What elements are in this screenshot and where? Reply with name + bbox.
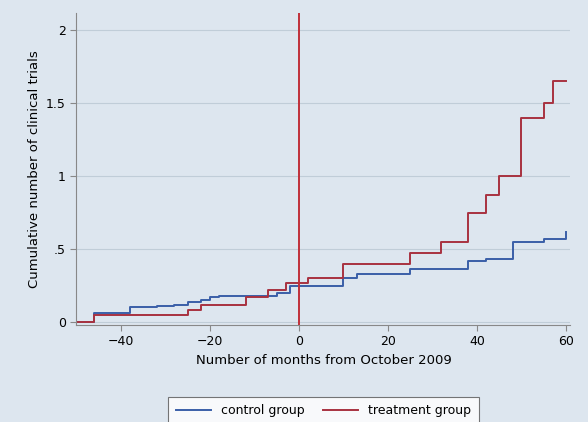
treatment group	[482, 210, 489, 215]
control group	[509, 257, 516, 262]
treatment group	[305, 280, 312, 285]
treatment group	[482, 192, 489, 197]
control group	[509, 239, 516, 244]
control group	[153, 305, 160, 310]
control group	[198, 299, 205, 304]
treatment group	[562, 79, 569, 84]
treatment group	[407, 261, 414, 266]
control group	[273, 290, 280, 295]
control group	[215, 295, 222, 300]
treatment group	[518, 173, 525, 179]
control group	[184, 299, 191, 304]
control group	[215, 293, 222, 298]
treatment group	[91, 319, 98, 325]
treatment group	[264, 295, 271, 300]
treatment group	[340, 261, 347, 266]
control group	[126, 311, 133, 316]
control group	[540, 239, 547, 244]
treatment group	[518, 115, 525, 120]
control group	[482, 258, 489, 263]
control group	[73, 319, 80, 325]
control group	[206, 298, 213, 303]
treatment group	[465, 210, 472, 215]
control group	[562, 236, 569, 241]
treatment group	[184, 312, 191, 317]
treatment group	[496, 192, 503, 197]
Line: treatment group: treatment group	[76, 81, 566, 322]
control group	[273, 293, 280, 298]
control group	[465, 258, 472, 263]
treatment group	[198, 308, 205, 313]
treatment group	[305, 276, 312, 281]
control group	[91, 311, 98, 316]
treatment group	[407, 251, 414, 256]
treatment group	[198, 302, 205, 307]
treatment group	[340, 276, 347, 281]
treatment group	[73, 319, 80, 325]
Line: control group: control group	[76, 232, 566, 322]
control group	[206, 295, 213, 300]
treatment group	[242, 295, 249, 300]
control group	[562, 229, 569, 234]
treatment group	[496, 173, 503, 179]
control group	[126, 305, 133, 310]
control group	[171, 303, 178, 308]
control group	[482, 257, 489, 262]
Legend: control group, treatment group: control group, treatment group	[168, 397, 479, 422]
control group	[153, 303, 160, 308]
control group	[353, 276, 360, 281]
treatment group	[549, 100, 556, 106]
control group	[407, 271, 414, 276]
control group	[104, 311, 111, 316]
control group	[353, 271, 360, 276]
Y-axis label: Cumulative number of clinical trials: Cumulative number of clinical trials	[28, 50, 41, 288]
treatment group	[264, 287, 271, 292]
treatment group	[549, 79, 556, 84]
treatment group	[438, 239, 445, 244]
control group	[340, 276, 347, 281]
control group	[184, 302, 191, 307]
treatment group	[184, 308, 191, 313]
control group	[286, 290, 293, 295]
control group	[286, 283, 293, 288]
treatment group	[562, 79, 569, 84]
treatment group	[540, 100, 547, 106]
treatment group	[91, 312, 98, 317]
treatment group	[438, 251, 445, 256]
treatment group	[282, 280, 289, 285]
control group	[104, 311, 111, 316]
control group	[465, 267, 472, 272]
treatment group	[282, 287, 289, 292]
control group	[407, 267, 414, 272]
control group	[198, 298, 205, 303]
control group	[171, 302, 178, 307]
treatment group	[242, 302, 249, 307]
treatment group	[465, 239, 472, 244]
treatment group	[540, 115, 547, 120]
control group	[91, 319, 98, 325]
control group	[340, 283, 347, 288]
control group	[540, 236, 547, 241]
X-axis label: Number of months from October 2009: Number of months from October 2009	[196, 354, 451, 367]
